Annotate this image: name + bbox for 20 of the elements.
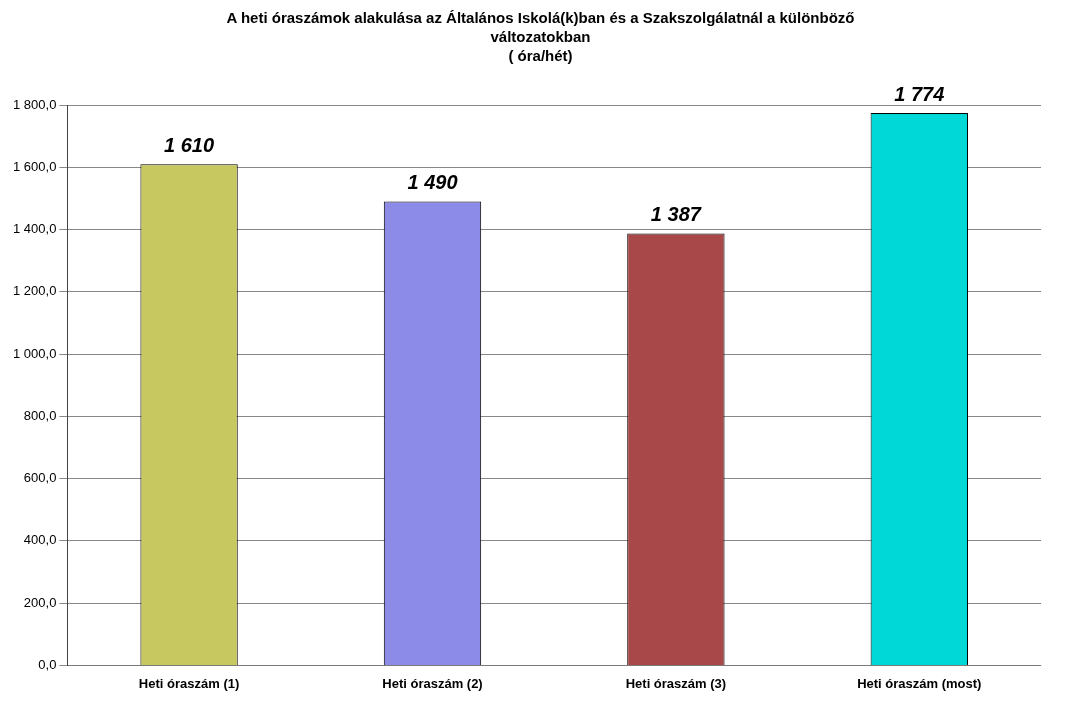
y-tick-label: 1 800,0 <box>13 96 57 112</box>
y-tick-label: 200,0 <box>23 594 57 610</box>
data-label: 1 774 <box>894 82 945 105</box>
y-tick-label: 1 000,0 <box>13 345 57 361</box>
data-label: 1 490 <box>407 171 458 194</box>
x-tick-label: Heti óraszám (1) <box>138 675 240 691</box>
x-tick-label: Heti óraszám (3) <box>625 675 727 691</box>
y-tick-label: 800,0 <box>23 407 57 423</box>
chart-title: A heti óraszámok alakulása az Általános Iskolá(k)ban és a Szakszolgálatnál a különböző változatokban <box>225 8 856 46</box>
y-tick-label: 600,0 <box>23 470 57 486</box>
y-tick-label: 1 200,0 <box>13 283 57 299</box>
x-tick-label: Heti óraszám (most) <box>857 675 982 691</box>
x-tick-label: Heti óraszám (2) <box>382 675 483 691</box>
data-label: 1 610 <box>164 133 215 156</box>
y-tick-label: 400,0 <box>23 532 57 548</box>
data-label: 1 387 <box>650 203 702 226</box>
chart-subtitle: ( óra/hét) <box>507 46 574 65</box>
y-tick-label: 1 400,0 <box>13 221 57 237</box>
y-tick-label: 1 600,0 <box>13 158 57 174</box>
y-tick-label: 0,0 <box>38 656 57 672</box>
